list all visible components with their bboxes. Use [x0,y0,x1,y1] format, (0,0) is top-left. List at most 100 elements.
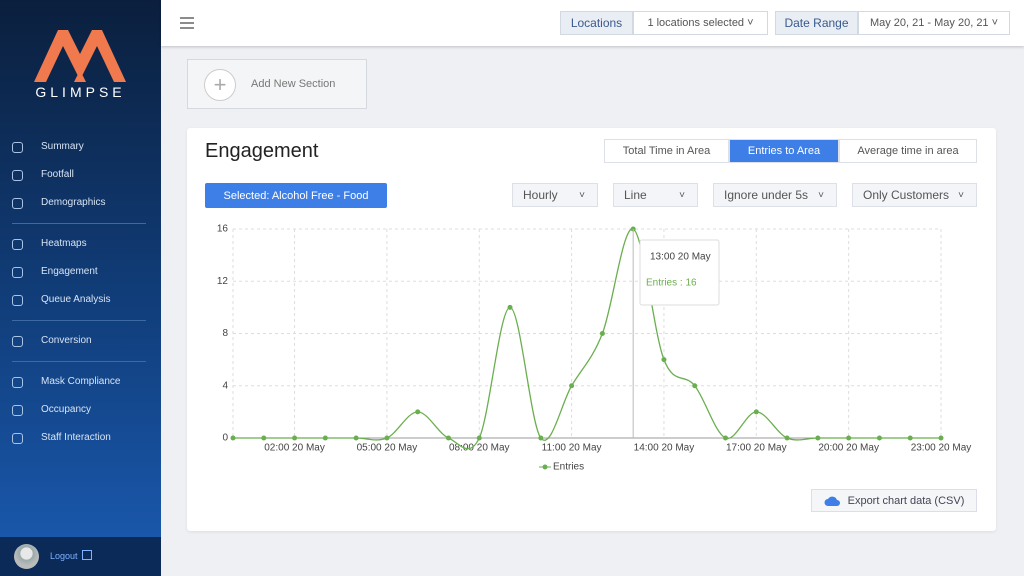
filter-label: Locations [560,11,633,35]
tooltip-title: 13:00 20 May [650,252,711,263]
nav-icon [12,198,23,209]
dropdown-caret: ˅ [958,189,964,201]
point [507,304,513,310]
nav-item[interactable]: Occupancy [41,404,92,415]
logout[interactable]: Logout [50,551,78,561]
dropdown[interactable]: Hourly ˅ [512,183,598,207]
point [415,409,421,415]
point [476,435,482,441]
nav-divider [12,320,146,321]
point [692,383,698,389]
menu-icon[interactable] [180,17,200,31]
nav-icon [12,170,23,181]
point [753,409,759,415]
nav-item[interactable]: Demographics [41,197,106,208]
export-label: Export chart data (CSV) [847,494,965,507]
nav-icon [12,239,23,250]
nav: Summary Footfall Demographics Heatmaps Engag… [0,0,161,576]
tab[interactable]: Average time in area [839,139,977,163]
x-tick-label: 14:00 20 May [634,443,695,454]
selection-button[interactable]: Selected: Alcohol Free - Food [205,183,387,208]
point [445,435,451,441]
footer-bar: Logout [0,537,161,576]
y-tick-label: 0 [222,433,228,444]
point [538,435,544,441]
logo-text: GLIMPSE [35,84,126,100]
nav-icon [12,433,23,444]
dropdown-caret: ˅ [679,189,685,201]
dropdown[interactable]: Ignore under 5s ˅ [713,183,837,207]
nav-icon [12,142,23,153]
point [661,357,667,363]
dropdown-caret: ˅ [818,189,824,201]
logout-icon [82,550,92,560]
nav-item[interactable]: Conversion [41,335,92,346]
cloud-icon [824,496,840,506]
y-tick-label: 16 [217,224,229,235]
tooltip-box [639,239,720,306]
dropdown[interactable]: Line ˅ [613,183,698,207]
point [569,383,575,389]
nav-icon [12,295,23,306]
point [292,435,298,441]
nav-item[interactable]: Staff Interaction [41,432,111,443]
nav-item[interactable]: Heatmaps [41,238,87,249]
sidebar: GLIMPSE Summary Footfall Demographics Heatm… [0,0,161,576]
y-tick-label: 12 [217,276,229,287]
nav-item[interactable]: Engagement [41,266,98,277]
dropdown-label: Line [624,188,647,202]
point [261,435,267,441]
nav-divider [12,223,146,224]
nav-icon [12,377,23,388]
nav-icon [12,405,23,416]
tab[interactable]: Total Time in Area [604,139,729,163]
nav-divider [12,361,146,362]
line-series [232,228,941,450]
dropdown-caret: ˅ [579,189,585,201]
point [384,435,390,441]
y-tick-label: 8 [222,328,228,339]
point [230,435,236,441]
card-title: Engagement [205,140,319,162]
point [723,435,729,441]
tab[interactable]: Entries to Area [729,139,839,163]
nav-item[interactable]: Mask Compliance [41,376,121,387]
x-tick-label: 17:00 20 May [726,443,787,454]
logo-mark [34,30,126,82]
point [784,435,790,441]
add-icon: + [204,69,236,101]
export-button[interactable]: Export chart data (CSV) [811,489,977,512]
filter-dropdown[interactable]: 1 locations selected ˅ [633,11,768,35]
x-tick-label: 23:00 20 May [911,443,972,454]
nav-item[interactable]: Queue Analysis [41,294,111,305]
legend-dot [542,464,548,470]
add-section[interactable]: + Add New Section [187,59,367,109]
tooltip-text: Entries : 16 [646,278,697,289]
point [599,331,605,336]
nav-item[interactable]: Summary [41,141,84,152]
legend-label: Entries [553,462,584,473]
point [815,435,821,441]
nav-icon [12,267,23,278]
nav-item[interactable]: Footfall [41,169,74,180]
point [938,435,944,441]
x-tick-label: 20:00 20 May [818,443,879,454]
point [846,435,852,441]
point [907,435,913,441]
add-section-label: Add New Section [251,78,336,90]
x-tick-label: 05:00 20 May [357,443,418,454]
nav-icon [12,336,23,347]
dropdown-label: Hourly [523,188,558,202]
avatar [14,544,39,569]
point [876,435,882,441]
point [353,435,359,441]
y-tick-label: 4 [222,380,228,391]
dropdown-label: Only Customers [863,188,950,202]
point [322,435,328,441]
x-tick-label: 11:00 20 May [542,443,602,454]
card: Engagement Selected: Alcohol Free - Food… [187,128,996,531]
filter-dropdown[interactable]: May 20, 21 - May 20, 21 ˅ [858,11,1010,35]
dropdown[interactable]: Only Customers ˅ [852,183,977,207]
